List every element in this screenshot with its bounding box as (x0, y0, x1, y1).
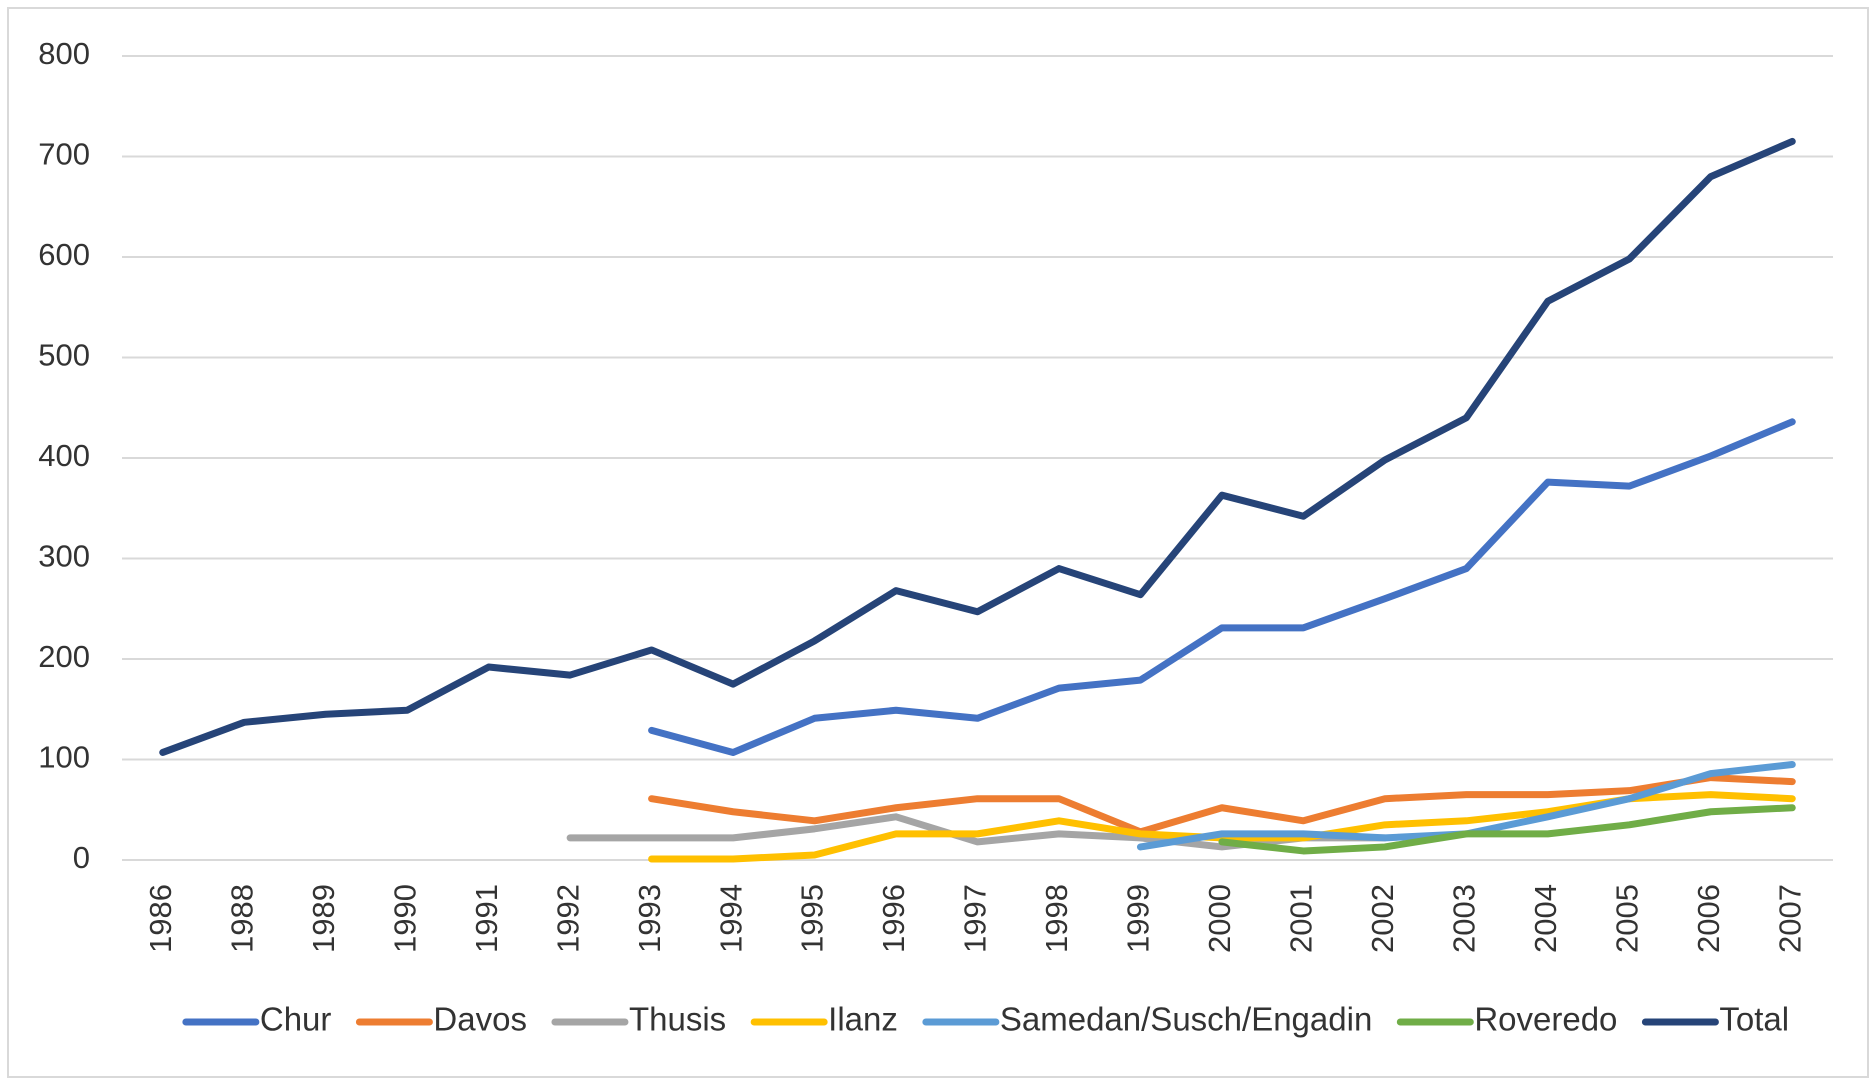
x-tick-label: 1989 (306, 884, 341, 953)
x-tick-label: 1988 (224, 884, 259, 953)
x-tick-label: 2003 (1447, 884, 1482, 953)
legend-label: Ilanz (828, 1001, 898, 1038)
x-tick-label: 1991 (469, 884, 504, 953)
x-tick-label: 2006 (1691, 884, 1726, 953)
legend-label: Chur (260, 1001, 332, 1038)
legend-label: Thusis (629, 1001, 726, 1038)
legend-label: Total (1719, 1001, 1789, 1038)
legend-label: Samedan/Susch/Engadin (1000, 1001, 1372, 1038)
x-tick-label: 1995 (795, 884, 830, 953)
y-tick-label: 200 (38, 639, 90, 674)
x-tick-label: 1993 (632, 884, 667, 953)
x-tick-label: 1996 (876, 884, 911, 953)
series-line (1218, 804, 1796, 855)
y-tick-label: 100 (38, 740, 90, 775)
x-tick-label: 2000 (1202, 884, 1237, 953)
x-tick-label: 2007 (1772, 884, 1807, 953)
x-tick-label: 1990 (387, 884, 422, 953)
x-tick-label: 1994 (713, 884, 748, 953)
y-tick-label: 600 (38, 237, 90, 272)
series-line (159, 137, 1796, 756)
legend-label: Davos (433, 1001, 527, 1038)
x-tick-label: 1997 (958, 884, 993, 953)
x-tick-label: 2005 (1609, 884, 1644, 953)
x-tick-label: 1999 (1121, 884, 1156, 953)
legend: Chur Davos Thusis Ilanz Samedan/Susch/Engadi… (182, 1001, 1789, 1038)
y-tick-label: 400 (38, 438, 90, 473)
x-tick-label: 1992 (550, 884, 585, 953)
legend-label: Roveredo (1474, 1001, 1617, 1038)
x-tick-label: 1986 (143, 884, 178, 953)
series-line (648, 774, 1796, 836)
series-line (648, 418, 1796, 756)
x-tick-label: 2002 (1365, 884, 1400, 953)
y-tick-label: 700 (38, 137, 90, 172)
y-tick-label: 0 (73, 840, 90, 875)
chart-border (7, 7, 1869, 1078)
y-tick-label: 300 (38, 539, 90, 574)
x-tick-label: 1998 (1039, 884, 1074, 953)
y-tick-label: 500 (38, 338, 90, 373)
x-tick-label: 2004 (1528, 884, 1563, 953)
y-tick-label: 800 (38, 36, 90, 71)
x-tick-label: 2001 (1284, 884, 1319, 953)
